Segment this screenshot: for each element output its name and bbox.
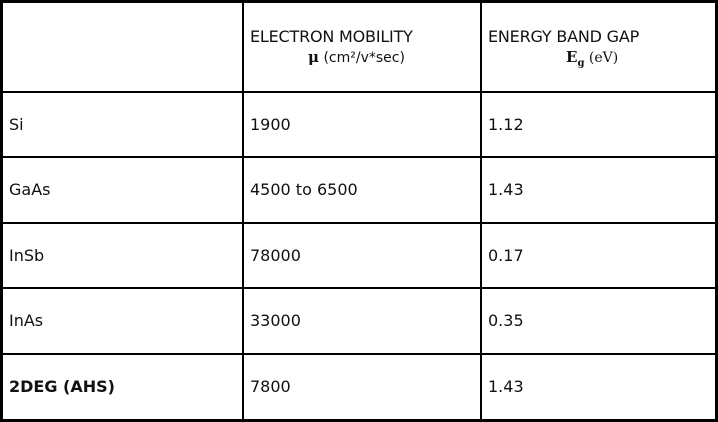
mobility-cell: 33000 [242, 287, 482, 355]
band-gap-header-title: ENERGY BAND GAP [488, 27, 640, 46]
mobility-header-unit-line: μ (cm²/v*sec) [250, 48, 480, 66]
header-band-gap-cell: ENERGY BAND GAP Eg (eV) [480, 3, 718, 93]
band-gap-unit: (eV) [588, 50, 619, 66]
band-gap-symbol: Eg [566, 48, 585, 69]
header-mobility-cell: ELECTRON MOBILITY μ (cm²/v*sec) [242, 3, 482, 93]
material-cell: InAs [3, 287, 244, 355]
semiconductor-properties-table: ELECTRON MOBILITY μ (cm²/v*sec) ENERGY B… [3, 3, 718, 419]
mobility-cell: 7800 [242, 352, 482, 419]
band-gap-cell: 1.12 [480, 90, 718, 159]
mobility-header-title: ELECTRON MOBILITY [250, 27, 413, 46]
band-gap-cell: 0.17 [480, 221, 718, 290]
band-gap-cell: 0.35 [480, 287, 718, 355]
mobility-unit: (cm²/v*sec) [323, 50, 405, 66]
table-header-row: ELECTRON MOBILITY μ (cm²/v*sec) ENERGY B… [3, 3, 718, 93]
mobility-cell: 4500 to 6500 [242, 156, 482, 224]
header-empty-cell [3, 3, 244, 93]
band-gap-symbol-subscript: g [577, 58, 585, 69]
table-row: 2DEG (AHS) 7800 1.43 [3, 352, 718, 419]
table-row: InSb 78000 0.17 [3, 221, 718, 290]
band-gap-cell: 1.43 [480, 156, 718, 224]
material-cell: InSb [3, 221, 244, 290]
band-gap-header-unit-line: Eg (eV) [488, 48, 718, 69]
mobility-cell: 1900 [242, 90, 482, 159]
material-cell: Si [3, 90, 244, 159]
table-row: Si 1900 1.12 [3, 90, 718, 159]
band-gap-cell: 1.43 [480, 352, 718, 419]
table-row: GaAs 4500 to 6500 1.43 [3, 156, 718, 224]
mobility-symbol: μ [308, 48, 319, 66]
band-gap-symbol-letter: E [566, 48, 578, 66]
mobility-cell: 78000 [242, 221, 482, 290]
material-cell: GaAs [3, 156, 244, 224]
table-row: InAs 33000 0.35 [3, 287, 718, 355]
material-cell: 2DEG (AHS) [3, 352, 244, 419]
